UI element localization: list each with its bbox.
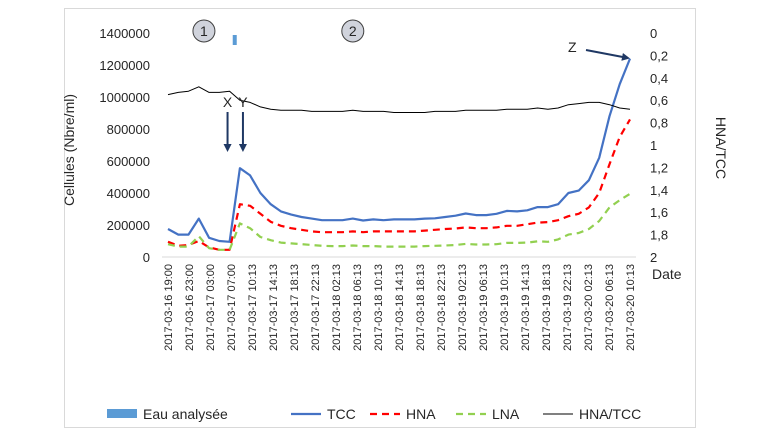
y-left-tick-label: 600000: [107, 154, 150, 169]
series-line-hna-tcc: [167, 86, 631, 113]
series-layer: [167, 58, 632, 251]
x-tick-label: 2017-03-18 22:13: [436, 264, 448, 351]
x-tick-label: 2017-03-18 18:13: [415, 264, 427, 351]
x-tick-label: 2017-03-17 18:13: [289, 264, 301, 351]
x-tick-label: 2017-03-17 22:13: [310, 264, 322, 351]
analysed-water-bar: [232, 35, 237, 45]
y-left-tick-label: 1400000: [99, 26, 150, 41]
annotation-label: Z: [568, 39, 577, 55]
phase-circle: [341, 19, 365, 43]
legend-item: TCC: [291, 406, 356, 422]
x-tick-label: 2017-03-20 06:13: [604, 264, 616, 351]
annotation-arrow: [585, 49, 630, 61]
annotation-z: Z: [568, 39, 630, 61]
x-tick-label: 2017-03-16 23:00: [184, 264, 196, 351]
y-right-tick-label: 0,6: [650, 93, 668, 108]
legend-label: LNA: [492, 406, 520, 422]
y-left-tick-label: 0: [143, 250, 150, 265]
x-tick-label: 2017-03-18 10:13: [373, 264, 385, 351]
phase-circle: [192, 19, 216, 43]
legend-swatch: [107, 409, 137, 418]
x-tick-label: 2017-03-17 03:00: [205, 264, 217, 351]
x-tick-label: 2017-03-19 10:13: [499, 264, 511, 351]
y-right-tick-label: 0,2: [650, 48, 668, 63]
x-tick-label: 2017-03-19 02:13: [457, 264, 469, 351]
series-line-hna: [167, 118, 631, 251]
x-tick-label: 2017-03-19 22:13: [562, 264, 574, 351]
series-line-tcc: [167, 58, 632, 243]
annotation-y: Y: [238, 94, 248, 152]
y-right-tick-label: 0,4: [650, 71, 668, 86]
phase-label: 1: [200, 23, 208, 39]
y-right-tick-label: 0,8: [650, 116, 668, 131]
x-tick-label: 2017-03-20 10:13: [625, 264, 637, 351]
legend-item: HNA/TCC: [543, 406, 641, 422]
legend-item: HNA: [370, 406, 436, 422]
legend: Eau analysée TCC HNA LNA HNA/TCC: [107, 406, 641, 422]
x-axis-ticks: 2017-03-16 19:00 2017-03-16 23:00 2017-03-…: [163, 264, 637, 351]
y-left-tick-label: 800000: [107, 122, 150, 137]
left-axis-ticks: 0 200000 400000 600000 800000 1000000 1200000 1…: [99, 26, 150, 265]
x-tick-label: 2017-03-17 07:00: [226, 264, 238, 351]
legend-label: HNA: [406, 406, 436, 422]
x-tick-label: 2017-03-16 19:00: [163, 264, 175, 351]
y-right-tick-label: 1,2: [650, 160, 668, 175]
y-right-tick-label: 0: [650, 26, 657, 41]
x-tick-label: 2017-03-17 10:13: [247, 264, 259, 351]
x-tick-label: 2017-03-19 06:13: [478, 264, 490, 351]
x-tick-label: 2017-03-18 14:13: [394, 264, 406, 351]
chart-frame: [64, 8, 696, 428]
y-right-tick-label: 1,6: [650, 205, 668, 220]
legend-label: HNA/TCC: [579, 406, 641, 422]
phase-label: 2: [349, 23, 357, 39]
right-axis-ticks: 0 0,2 0,4 0,6 0,8 1 1,2 1,4 1,6 1,8 2: [650, 26, 668, 265]
legend-item: LNA: [456, 406, 520, 422]
y-axis-right-label: HNA/TCC: [713, 117, 729, 179]
legend-label: Eau analysée: [143, 406, 228, 422]
annotation-label: Y: [238, 94, 248, 110]
y-axis-left-label: Cellules (Nbre/ml): [61, 94, 77, 206]
x-tick-label: 2017-03-17 14:13: [268, 264, 280, 351]
x-tick-label: 2017-03-18 02:13: [331, 264, 343, 351]
x-tick-label: 2017-03-20 02:13: [583, 264, 595, 351]
y-left-tick-label: 200000: [107, 218, 150, 233]
x-tick-label: 2017-03-19 14:13: [520, 264, 532, 351]
y-left-tick-label: 1200000: [99, 58, 150, 73]
y-right-tick-label: 1,8: [650, 228, 668, 243]
legend-label: TCC: [327, 406, 356, 422]
x-tick-label: 2017-03-19 18:13: [541, 264, 553, 351]
annotation-layer: 1 2 X Y Z: [192, 19, 630, 152]
y-right-tick-label: 1,4: [650, 183, 668, 198]
analysed-water-layer: [232, 35, 237, 45]
y-left-tick-label: 400000: [107, 186, 150, 201]
x-tick-label: 2017-03-18 06:13: [352, 264, 364, 351]
annotation-x: X: [223, 94, 233, 152]
x-axis-label: Date: [652, 266, 682, 282]
y-left-tick-label: 1000000: [99, 90, 150, 105]
series-line-lna: [167, 192, 631, 251]
annotation-label: X: [223, 94, 233, 110]
y-right-tick-label: 1: [650, 138, 657, 153]
y-right-tick-label: 2: [650, 250, 657, 265]
legend-item: Eau analysée: [107, 406, 228, 422]
phase-marker: 2: [341, 19, 365, 43]
phase-marker: 1: [192, 19, 216, 43]
